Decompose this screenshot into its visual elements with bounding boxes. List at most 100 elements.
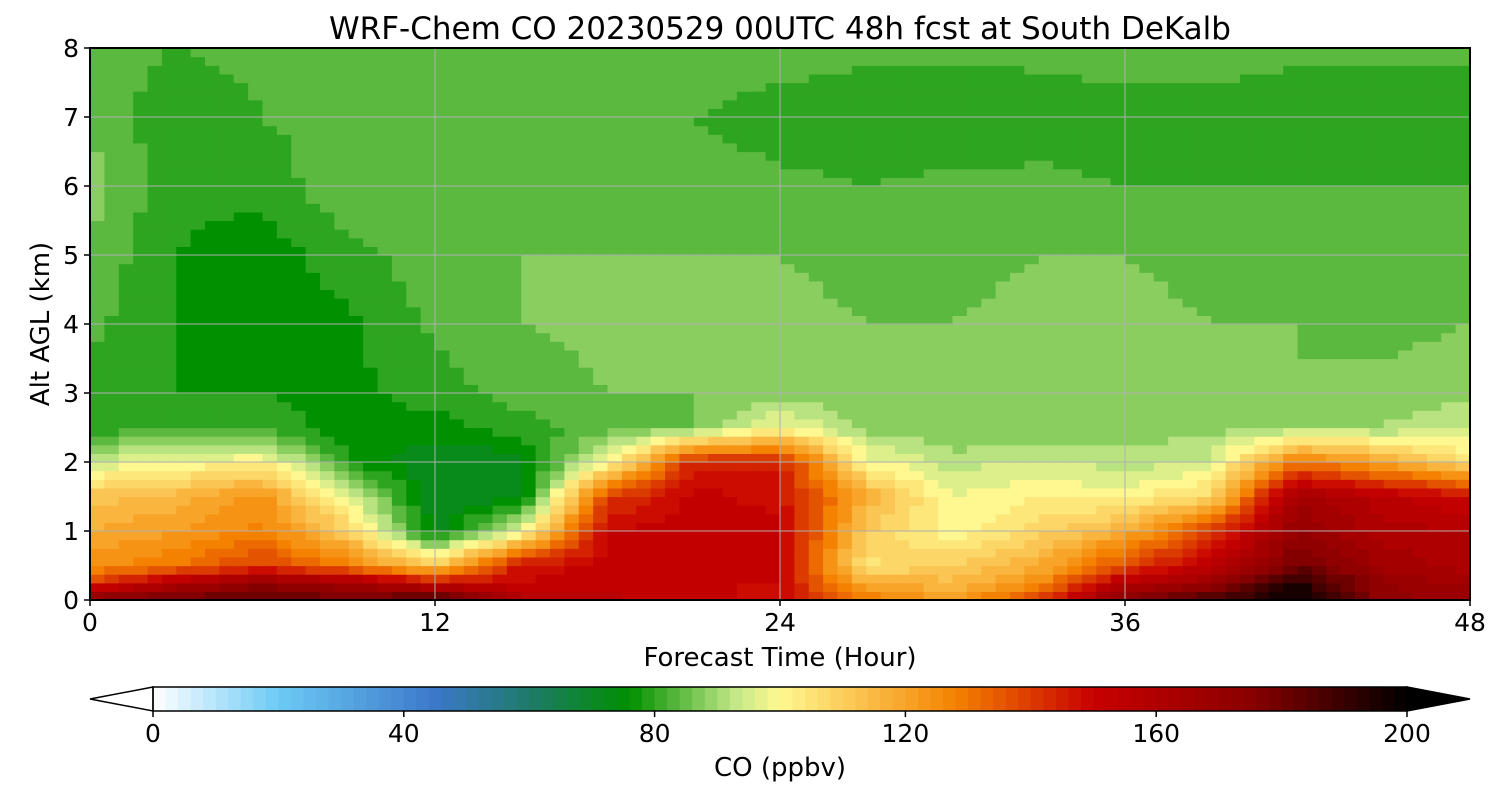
heatmap-cell xyxy=(161,444,177,454)
heatmap-cell xyxy=(578,367,594,377)
heatmap-cell xyxy=(205,418,220,429)
heatmap-cell xyxy=(1211,160,1227,170)
heatmap-cell xyxy=(1383,487,1399,498)
heatmap-cell xyxy=(736,436,752,446)
heatmap-cell xyxy=(1311,470,1327,480)
heatmap-cell xyxy=(895,470,910,480)
heatmap-cell xyxy=(1326,410,1342,420)
heatmap-cell xyxy=(1153,427,1169,437)
heatmap-cell xyxy=(952,160,968,170)
heatmap-cell xyxy=(578,349,594,360)
heatmap-cell xyxy=(1355,496,1370,506)
heatmap-cell xyxy=(219,548,235,558)
heatmap-cell xyxy=(118,194,134,204)
heatmap-cell xyxy=(981,306,997,316)
heatmap-cell xyxy=(1383,367,1399,377)
heatmap-cell xyxy=(923,220,939,230)
heatmap-cell xyxy=(578,298,594,308)
heatmap-cell xyxy=(334,272,350,282)
heatmap-cell xyxy=(334,591,350,601)
heatmap-cell xyxy=(995,513,1011,523)
heatmap-cell xyxy=(1311,574,1327,584)
heatmap-cell xyxy=(722,565,738,575)
heatmap-cell xyxy=(161,531,177,541)
heatmap-cell xyxy=(880,393,896,403)
heatmap-cell xyxy=(276,565,292,575)
heatmap-cell xyxy=(348,393,364,403)
heatmap-cell xyxy=(205,565,220,575)
heatmap-cell xyxy=(981,444,997,454)
heatmap-cell xyxy=(923,513,939,523)
heatmap-cell xyxy=(909,151,925,161)
heatmap-cell xyxy=(722,556,738,567)
heatmap-cell xyxy=(161,487,177,498)
heatmap-cell xyxy=(406,229,422,239)
heatmap-cell xyxy=(435,237,450,247)
heatmap-cell xyxy=(1311,367,1327,377)
heatmap-cell xyxy=(1211,168,1227,178)
heatmap-cell xyxy=(1225,513,1241,523)
heatmap-cell xyxy=(1355,582,1370,592)
heatmap-cell xyxy=(823,427,839,437)
heatmap-cell xyxy=(262,531,278,541)
heatmap-cell xyxy=(521,522,537,532)
heatmap-cell xyxy=(363,548,379,558)
heatmap-cell xyxy=(147,349,163,360)
heatmap-cell xyxy=(909,522,925,532)
heatmap-cell xyxy=(377,393,393,403)
heatmap-cell xyxy=(248,393,264,403)
heatmap-cell xyxy=(435,462,450,472)
heatmap-cell xyxy=(736,531,752,541)
heatmap-cell xyxy=(161,401,177,411)
heatmap-cell xyxy=(1196,272,1212,282)
heatmap-cell xyxy=(607,168,623,178)
heatmap-cell xyxy=(305,505,321,515)
heatmap-cell xyxy=(966,496,982,506)
heatmap-cell xyxy=(521,358,537,368)
heatmap-cell xyxy=(463,367,479,377)
heatmap-cell xyxy=(679,496,695,506)
heatmap-cell xyxy=(1024,349,1040,360)
heatmap-cell xyxy=(736,324,752,334)
heatmap-cell xyxy=(463,513,479,523)
heatmap-cell xyxy=(880,298,896,308)
heatmap-cell xyxy=(1455,315,1471,325)
heatmap-cell xyxy=(1283,513,1299,523)
heatmap-cell xyxy=(334,255,350,265)
heatmap-cell xyxy=(478,591,494,601)
heatmap-cell xyxy=(104,332,120,342)
heatmap-cell xyxy=(147,531,163,541)
heatmap-cell xyxy=(190,332,206,342)
heatmap-cell xyxy=(1024,341,1040,351)
heatmap-cell xyxy=(1311,513,1327,523)
heatmap-cell xyxy=(190,255,206,265)
heatmap-cell xyxy=(205,263,220,273)
heatmap-cell xyxy=(478,203,494,213)
heatmap-cell xyxy=(118,505,134,515)
heatmap-cell xyxy=(995,289,1011,299)
heatmap-cell xyxy=(435,151,450,161)
heatmap-cell xyxy=(564,263,580,273)
heatmap-cell xyxy=(909,246,925,256)
heatmap-cell xyxy=(420,427,436,437)
heatmap-cell xyxy=(535,548,551,558)
heatmap-cell xyxy=(161,358,177,368)
heatmap-cell xyxy=(895,263,910,273)
heatmap-cell xyxy=(736,194,752,204)
heatmap-cell xyxy=(621,444,637,454)
heatmap-cell xyxy=(1426,246,1442,256)
heatmap-cell xyxy=(262,427,278,437)
heatmap-cell xyxy=(305,384,321,394)
heatmap-cell xyxy=(1268,194,1284,204)
heatmap-cell xyxy=(981,548,997,558)
heatmap-cell xyxy=(1196,401,1212,411)
heatmap-cell xyxy=(895,349,910,360)
heatmap-cell xyxy=(506,591,522,601)
heatmap-cell xyxy=(1297,401,1313,411)
heatmap-cell xyxy=(1010,565,1025,575)
heatmap-cell xyxy=(190,289,206,299)
heatmap-cell xyxy=(521,177,537,187)
heatmap-cell xyxy=(262,384,278,394)
heatmap-cell xyxy=(966,306,982,316)
heatmap-cell xyxy=(1196,332,1212,342)
